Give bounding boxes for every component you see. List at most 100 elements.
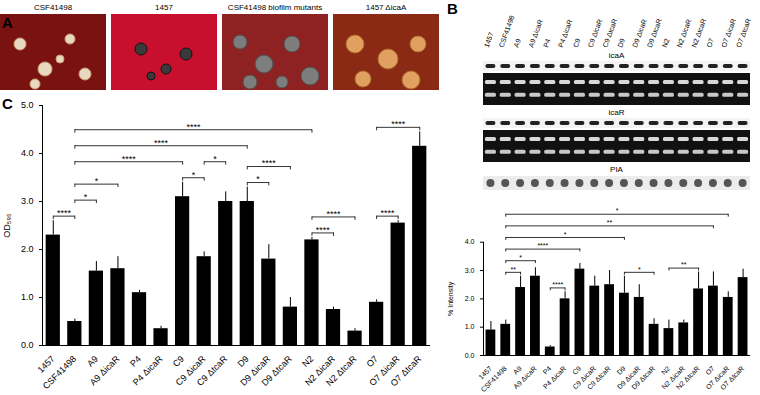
svg-text:3.0: 3.0 (465, 267, 475, 274)
svg-text:****: **** (57, 208, 72, 218)
svg-text:*: * (192, 170, 196, 180)
svg-text:****: **** (186, 122, 201, 132)
svg-text:D9 ΔicaR: D9 ΔicaR (631, 18, 648, 48)
svg-text:****: **** (537, 242, 548, 249)
svg-text:D9: D9 (615, 365, 626, 376)
svg-text:0.0: 0.0 (21, 340, 34, 350)
svg-text:D9 ΔtcaR: D9 ΔtcaR (260, 353, 295, 388)
svg-text:O7 ΔicaR: O7 ΔicaR (704, 364, 731, 391)
svg-text:C9 ΔtcaR: C9 ΔtcaR (586, 365, 612, 391)
svg-text:P4: P4 (542, 365, 553, 376)
svg-text:A9: A9 (85, 354, 100, 369)
svg-text:N2 ΔicaR: N2 ΔicaR (303, 353, 337, 388)
svg-text:N2: N2 (300, 354, 315, 369)
svg-text:C9 ΔtcaR: C9 ΔtcaR (601, 18, 618, 49)
svg-text:O7 ΔicaR: O7 ΔicaR (367, 353, 402, 388)
svg-text:4.0: 4.0 (21, 148, 34, 158)
svg-text:1.0: 1.0 (465, 323, 475, 330)
svg-text:****: **** (122, 154, 137, 164)
svg-text:1457: 1457 (477, 364, 494, 381)
svg-text:C9 ΔicaR: C9 ΔicaR (173, 353, 208, 388)
svg-text:O7: O7 (364, 354, 380, 370)
svg-text:N2 ΔtcaR: N2 ΔtcaR (675, 365, 701, 391)
svg-text:N2 ΔtcaR: N2 ΔtcaR (324, 353, 359, 388)
svg-text:N2: N2 (661, 37, 671, 48)
svg-text:4.0: 4.0 (465, 238, 475, 245)
svg-text:CSF41498: CSF41498 (34, 3, 73, 12)
svg-text:O7 ΔtcaR: O7 ΔtcaR (389, 353, 424, 388)
svg-text:P4: P4 (128, 354, 143, 369)
svg-text:1.0: 1.0 (21, 292, 34, 302)
svg-text:N2 ΔicaR: N2 ΔicaR (660, 364, 686, 391)
svg-text:****: **** (154, 138, 169, 148)
svg-text:2.0: 2.0 (465, 295, 475, 302)
svg-text:A9: A9 (512, 365, 523, 376)
svg-text:*: * (638, 266, 641, 273)
svg-text:****: **** (262, 158, 277, 168)
svg-text:A9: A9 (512, 38, 522, 49)
svg-text:****: **** (316, 225, 331, 235)
svg-text:1457: 1457 (483, 31, 495, 48)
svg-text:D9: D9 (616, 37, 626, 48)
svg-text:CSF41498 biofilm mutants: CSF41498 biofilm mutants (228, 3, 322, 12)
svg-text:PIA: PIA (610, 165, 624, 174)
svg-text:*: * (256, 174, 260, 184)
svg-text:*: * (84, 192, 88, 202)
html-text:A: A (2, 14, 13, 31)
svg-text:C9 ΔtcaR: C9 ΔtcaR (195, 353, 230, 388)
svg-text:1457: 1457 (155, 3, 173, 12)
svg-text:O7: O7 (705, 37, 715, 48)
svg-text:P4 ΔicaR: P4 ΔicaR (557, 19, 574, 49)
svg-text:0.0: 0.0 (465, 352, 475, 359)
svg-text:*: * (519, 254, 522, 261)
svg-text:N2 ΔicaR: N2 ΔicaR (676, 18, 693, 48)
svg-text:N2 ΔtcaR: N2 ΔtcaR (690, 18, 707, 49)
svg-text:CSF41498: CSF41498 (479, 365, 508, 394)
svg-text:% Intensity: % Intensity (447, 281, 455, 316)
svg-text:CSF41498: CSF41498 (497, 14, 516, 49)
svg-text:2.0: 2.0 (21, 244, 34, 254)
svg-text:C9 ΔicaR: C9 ΔicaR (587, 18, 604, 48)
svg-text:****: **** (380, 208, 395, 218)
svg-text:A9 ΔicaR: A9 ΔicaR (88, 353, 122, 387)
svg-text:*: * (213, 154, 217, 164)
svg-text:****: **** (326, 209, 341, 219)
svg-text:1457 ΔicaA: 1457 ΔicaA (366, 3, 407, 12)
svg-text:icaA: icaA (609, 51, 625, 60)
svg-text:D9 ΔicaR: D9 ΔicaR (615, 364, 642, 391)
svg-text:CSF41498: CSF41498 (41, 354, 78, 391)
svg-text:**: ** (510, 266, 516, 273)
html-text:B: B (447, 0, 458, 17)
html-text:C: C (2, 95, 13, 112)
svg-text:P4 ΔicaR: P4 ΔicaR (542, 365, 568, 391)
svg-text:*: * (616, 207, 619, 214)
svg-text:C9: C9 (572, 37, 582, 48)
svg-text:*: * (95, 176, 99, 186)
svg-text:3.0: 3.0 (21, 196, 34, 206)
svg-text:OD₅₉₅: OD₅₉₅ (2, 213, 12, 238)
svg-text:O7 ΔtcaR: O7 ΔtcaR (719, 365, 745, 391)
svg-text:O7 ΔicaR: O7 ΔicaR (720, 18, 737, 49)
svg-text:**: ** (681, 261, 687, 268)
svg-text:5.0: 5.0 (21, 100, 34, 110)
svg-text:D9 ΔicaR: D9 ΔicaR (238, 353, 273, 388)
svg-text:A9 ΔicaR: A9 ΔicaR (527, 19, 544, 49)
svg-text:N2: N2 (660, 365, 671, 376)
svg-text:C9: C9 (571, 365, 582, 376)
svg-text:C9: C9 (171, 354, 186, 369)
svg-text:O7: O7 (704, 365, 716, 377)
svg-text:A9 ΔicaR: A9 ΔicaR (512, 365, 538, 391)
svg-text:D9: D9 (236, 354, 251, 369)
svg-text:C9 ΔicaR: C9 ΔicaR (571, 364, 597, 391)
svg-text:*: * (564, 231, 567, 238)
svg-text:P4: P4 (542, 38, 552, 49)
svg-text:O7 ΔtcaR: O7 ΔtcaR (735, 17, 752, 48)
svg-text:D9 ΔtcaR: D9 ΔtcaR (646, 18, 663, 49)
svg-text:****: **** (552, 281, 563, 288)
svg-text:1457: 1457 (35, 353, 57, 375)
svg-text:**: ** (607, 219, 613, 226)
svg-text:****: **** (391, 119, 406, 129)
svg-text:icaR: icaR (608, 108, 624, 117)
svg-text:D9 ΔtcaR: D9 ΔtcaR (630, 365, 656, 391)
svg-text:P4 ΔicaR: P4 ΔicaR (131, 353, 165, 387)
